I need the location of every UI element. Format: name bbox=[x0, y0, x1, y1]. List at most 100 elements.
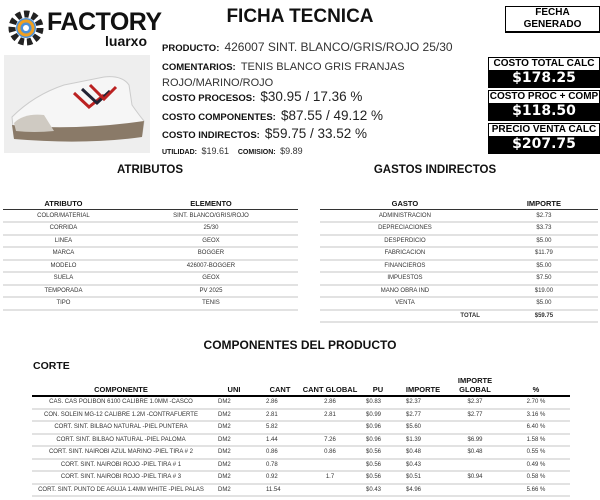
costo-componentes: COSTO COMPONENTES: $87.55 / 49.12 % bbox=[162, 105, 383, 124]
gasto-cell: VENTA bbox=[320, 297, 490, 311]
component-cell: 0.78 bbox=[258, 458, 302, 472]
component-cell: CORT. SINT. NAIROBI ROJO -PIEL TIRA # 1 bbox=[32, 458, 210, 472]
component-cell: 0.49 % bbox=[502, 458, 570, 472]
component-cell: 2.86 bbox=[302, 396, 358, 410]
component-cell: 1.44 bbox=[258, 433, 302, 447]
component-cell: CORT. SINT. NAIROBI AZUL MARINO -PIEL TI… bbox=[32, 446, 210, 460]
table-row: SUELA GEOX bbox=[3, 272, 298, 286]
importe-cell: $11.79 bbox=[489, 247, 598, 261]
atributo-cell: LINEA bbox=[3, 234, 124, 248]
utilidad-comision: UTILIDAD: $19.61 COMISION: $9.89 bbox=[162, 141, 303, 159]
component-cell: $6.99 bbox=[448, 433, 502, 447]
col-importe: IMPORTE bbox=[489, 198, 598, 210]
gastos-table: GASTO IMPORTE ADMINISTRACION $2.73 DEPRECIA… bbox=[320, 198, 598, 323]
costo-proc-comp-box: COSTO PROC + COMP $118.50 bbox=[488, 90, 600, 121]
component-cell: $2.77 bbox=[398, 408, 448, 422]
component-cell: 2.70 % bbox=[502, 396, 570, 410]
component-cell: $1.39 bbox=[398, 433, 448, 447]
page-title: FICHA TECNICA bbox=[226, 6, 374, 27]
component-cell: 2.81 bbox=[258, 408, 302, 422]
component-cell: 2.86 bbox=[258, 396, 302, 410]
table-row: TIPO TENIS bbox=[3, 297, 298, 311]
component-cell: $2.37 bbox=[448, 396, 502, 410]
atributo-cell: MODELO bbox=[3, 259, 124, 273]
costo-total-box: COSTO TOTAL CALC $178.25 bbox=[488, 57, 600, 88]
component-cell: $0.51 bbox=[398, 471, 448, 485]
column-header: PU bbox=[358, 372, 398, 397]
component-cell: 11.54 bbox=[258, 483, 302, 497]
column-header: IMPORTE bbox=[398, 372, 448, 397]
component-cell: 0.86 bbox=[302, 446, 358, 460]
component-cell: CORT. SINT. BILBAO NATURAL -PIEL PALOMA bbox=[32, 433, 210, 447]
component-cell: DM2 bbox=[210, 446, 258, 460]
comentarios-label: COMENTARIOS: bbox=[162, 62, 236, 73]
column-header: IMPORTE GLOBAL bbox=[448, 372, 502, 397]
comision-value: $9.89 bbox=[280, 146, 303, 156]
fecha-box: FECHA GENERADO 21/02/25 10:55 bbox=[505, 6, 600, 43]
utilidad-value: $19.61 bbox=[201, 146, 229, 156]
table-row: CORT. SINT. BILBAO NATURAL -PIEL PALOMA D… bbox=[32, 433, 570, 447]
atributo-cell: TIPO bbox=[3, 297, 124, 311]
componentes-table: COMPONENTE UNI CANT CANT GLOBAL PU IMPORTE IMP… bbox=[32, 372, 570, 497]
importe-cell: $5.00 bbox=[489, 234, 598, 248]
gasto-cell: FABRICACION bbox=[320, 247, 490, 261]
gasto-cell: DEPRECIACIONES bbox=[320, 222, 490, 236]
component-cell bbox=[448, 458, 502, 472]
atributo-cell: CORRIDA bbox=[3, 222, 124, 236]
component-cell: $2.77 bbox=[448, 408, 502, 422]
component-cell: 5.66 % bbox=[502, 483, 570, 497]
component-cell bbox=[448, 483, 502, 497]
gastos-heading: GASTOS INDIRECTOS bbox=[373, 164, 497, 176]
table-row: ADMINISTRACION $2.73 bbox=[320, 209, 598, 223]
component-cell: 0.92 bbox=[258, 471, 302, 485]
table-row: FABRICACION $11.79 bbox=[320, 247, 598, 261]
table-row: CORT. SINT. BILBAO NATURAL -PIEL PUNTERA… bbox=[32, 421, 570, 435]
costo-procesos-value: $30.95 / 17.36 % bbox=[260, 89, 363, 104]
gasto-cell: ADMINISTRACION bbox=[320, 209, 490, 223]
table-row: CAS. CAS POLIBON 6100 CALIBRE 1.0MM -CAS… bbox=[32, 396, 570, 410]
component-cell: 0.86 bbox=[258, 446, 302, 460]
column-header: CANT GLOBAL bbox=[302, 372, 358, 397]
component-cell: CORT. SINT. PUNTO DE AGUJA 1.4MM WHITE -… bbox=[32, 483, 210, 497]
table-row: MODELO 426007-BOGGER bbox=[3, 259, 298, 273]
component-cell: 7.26 bbox=[302, 433, 358, 447]
table-row: CORRIDA 25/30 bbox=[3, 222, 298, 236]
costo-componentes-value: $87.55 / 49.12 % bbox=[280, 108, 384, 123]
component-cell: 3.16 % bbox=[502, 408, 570, 422]
table-row: CORT. SINT. PUNTO DE AGUJA 1.4MM WHITE -… bbox=[32, 483, 570, 497]
table-row: IMPUESTOS $7.50 bbox=[320, 272, 598, 286]
box-value: $178.25 bbox=[512, 70, 576, 86]
elemento-cell: 426007-BOGGER bbox=[123, 259, 298, 273]
component-cell: $0.83 bbox=[358, 396, 398, 410]
col-elemento: ELEMENTO bbox=[123, 198, 298, 210]
comentarios: COMENTARIOS: TENIS BLANCO GRIS FRANJAS R… bbox=[162, 58, 405, 90]
comentarios-line2: ROJO/MARINO/ROJO bbox=[162, 77, 274, 89]
costo-componentes-label: COSTO COMPONENTES: bbox=[162, 112, 276, 123]
box-value: $207.75 bbox=[512, 136, 576, 152]
atributo-cell: COLOR/MATERIAL bbox=[3, 209, 124, 223]
component-cell: CON. SOLEIN MG-12 CALIBRE 1.2M -CONTRAFU… bbox=[32, 408, 210, 422]
gasto-cell: DESPERDICIO bbox=[320, 234, 490, 248]
atributos-table: ATRIBUTO ELEMENTO COLOR/MATERIAL SINT. BLA… bbox=[3, 198, 298, 311]
importe-cell: $5.00 bbox=[489, 297, 598, 311]
component-cell: 5.82 bbox=[258, 421, 302, 435]
component-cell: DM2 bbox=[210, 483, 258, 497]
importe-cell: $7.50 bbox=[489, 272, 598, 286]
group-corte: CORTE bbox=[33, 360, 70, 372]
utilidad-label: UTILIDAD: bbox=[162, 149, 197, 156]
table-row: COLOR/MATERIAL SINT. BLANCO/GRIS/ROJO bbox=[3, 209, 298, 223]
table-row: MANO OBRA IND $19.00 bbox=[320, 284, 598, 298]
table-row: TEMPORADA PV 2025 bbox=[3, 284, 298, 298]
component-cell: $0.43 bbox=[398, 458, 448, 472]
column-header: UNI bbox=[210, 372, 258, 397]
producto-value: 426007 SINT. BLANCO/GRIS/ROJO 25/30 bbox=[224, 40, 453, 54]
table-row: DEPRECIACIONES $3.73 bbox=[320, 222, 598, 236]
costo-indirectos: COSTO INDIRECTOS: $59.75 / 33.52 % bbox=[162, 123, 367, 142]
precio-venta-box: PRECIO VENTA CALC $207.75 bbox=[488, 123, 600, 154]
gasto-cell: MANO OBRA IND bbox=[320, 284, 490, 298]
fecha-label: FECHA GENERADO bbox=[506, 7, 599, 31]
component-cell: DM2 bbox=[210, 396, 258, 410]
hora-value: 10:55 bbox=[562, 32, 588, 43]
component-cell: $5.60 bbox=[398, 421, 448, 435]
